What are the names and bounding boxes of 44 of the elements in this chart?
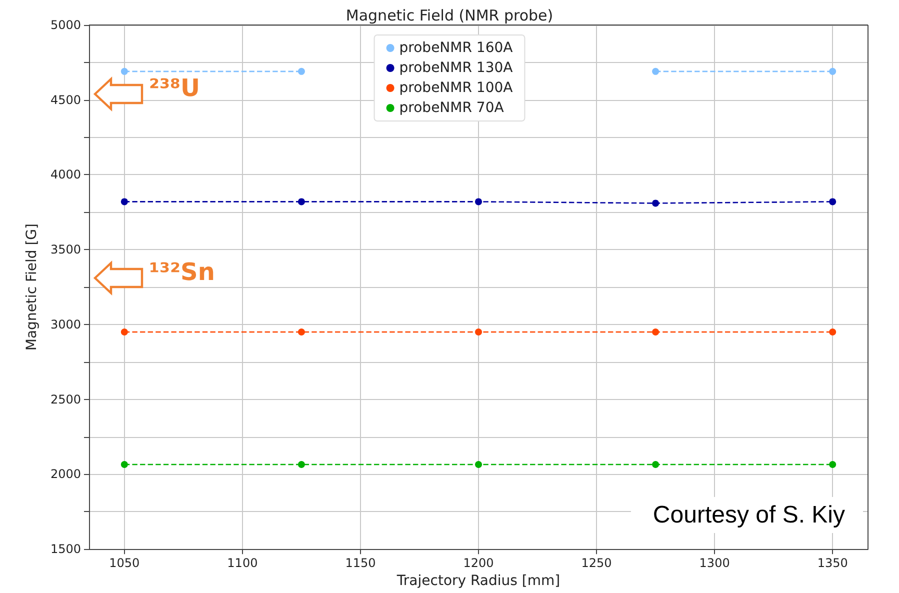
point [120,328,128,336]
point [298,68,305,75]
point [475,460,482,468]
point [652,200,660,207]
y-tick-label: 1500 [50,542,81,556]
point [298,198,305,206]
x-tick-label: 1100 [227,556,258,570]
point [652,68,660,75]
x-tick-label: 1350 [817,556,848,570]
point [120,198,128,206]
x-tick-label: 1150 [345,556,376,570]
point [829,328,836,336]
y-tick-label: 4500 [50,92,81,107]
point [120,68,128,75]
y-tick-label: 3500 [50,242,81,257]
x-tick-label: 1250 [581,556,612,570]
y-tick-label: 2000 [50,467,81,482]
point [652,460,660,468]
x-tick-label: 1050 [109,556,140,570]
y-tick-label: 3000 [50,317,81,332]
point [829,460,836,468]
legend-label: probeNMR 160A [399,40,514,56]
y-tick-label: 5000 [50,18,81,32]
annotation: ¹³²Sn [149,258,215,286]
x-tick-label: 1300 [699,556,730,570]
x-axis-title: Trajectory Radius [mm] [396,573,560,589]
y-tick-label: 4000 [50,168,81,182]
point [829,68,836,75]
point [120,460,128,468]
chart-title: Magnetic Field (NMR probe) [346,6,554,24]
point [475,328,482,336]
legend-label: probeNMR 70A [399,100,504,116]
x-tick-label: 1200 [463,556,494,570]
annotation: ²³⁸U [149,74,200,102]
annotation: Courtesy of S. Kiy [652,502,846,528]
point [475,198,482,206]
point [652,328,660,336]
point [298,460,305,468]
point [298,328,305,336]
y-tick-label: 2500 [50,392,81,406]
legend-label: probeNMR 100A [399,80,514,96]
point [829,198,836,206]
legend-label: probeNMR 130A [399,60,514,76]
y-axis-title: Magnetic Field [G] [24,224,40,351]
